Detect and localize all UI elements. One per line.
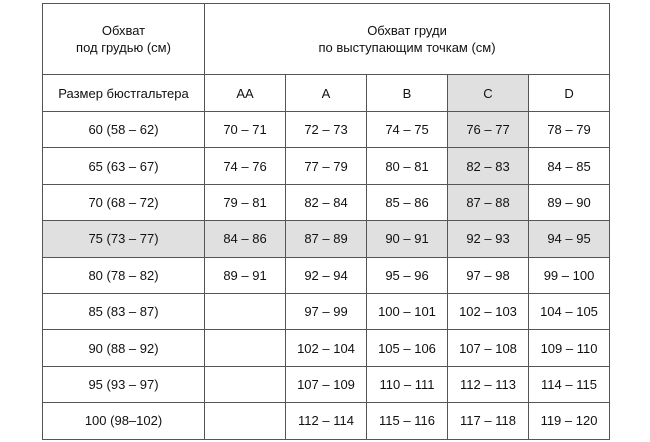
size-cell: 90 (88 – 92): [42, 329, 205, 367]
size-cell: 100 (98–102): [42, 402, 205, 440]
bust-range-cell: 104 – 105: [527, 292, 611, 331]
bust-range-cell: 119 – 120: [527, 402, 611, 440]
bust-range-cell: 90 – 91: [366, 220, 448, 258]
cup-header-c: C: [447, 74, 529, 112]
bust-range-cell: 102 – 103: [447, 292, 529, 331]
cup-header-d: D: [527, 74, 611, 112]
bust-range-cell: 114 – 115: [527, 365, 611, 404]
bust-range-cell: 92 – 94: [285, 256, 367, 294]
bust-range-cell: [204, 292, 286, 331]
cup-header-a: A: [285, 74, 367, 112]
cup-header-b: B: [366, 74, 448, 112]
underbust-header: Обхват под грудью (см): [42, 3, 205, 75]
bust-range-cell: 97 – 99: [285, 292, 367, 331]
bust-range-cell: 89 – 90: [527, 183, 611, 222]
bust-range-cell: 89 – 91: [204, 256, 286, 294]
table-row: 80 (78 – 82) 89 – 91 92 – 94 95 – 96 97 – 98…: [42, 256, 611, 294]
size-cell: 70 (68 – 72): [42, 183, 205, 222]
size-cell: 75 (73 – 77): [42, 220, 205, 258]
bust-range-cell: 72 – 73: [285, 110, 367, 149]
cup-header-aa: AA: [204, 74, 286, 112]
bust-range-cell: 107 – 108: [447, 329, 529, 367]
bust-range-cell: [204, 402, 286, 440]
bust-range-cell: 115 – 116: [366, 402, 448, 440]
bust-range-cell: 74 – 76: [204, 147, 286, 185]
bust-range-cell: 79 – 81: [204, 183, 286, 222]
bust-header-line1: Обхват груди: [367, 23, 447, 38]
bust-range-cell: 105 – 106: [366, 329, 448, 367]
table-row: 90 (88 – 92) 102 – 104 105 – 106 107 – 108 1…: [42, 329, 611, 367]
underbust-header-line2: под грудью (см): [76, 40, 171, 55]
underbust-header-line1: Обхват: [101, 23, 146, 38]
size-label-header: Размер бюстгальтера: [42, 74, 205, 112]
bust-range-cell: 76 – 77: [447, 110, 529, 149]
bust-range-cell: 117 – 118: [447, 402, 529, 440]
bust-range-cell: 85 – 86: [366, 183, 448, 222]
bust-range-cell: 74 – 75: [366, 110, 448, 149]
table-row: 100 (98–102) 112 – 114 115 – 116 117 – 118 1…: [42, 402, 611, 440]
bust-range-cell: 94 – 95: [527, 220, 611, 258]
bust-range-cell: [204, 365, 286, 404]
bust-range-cell: 87 – 89: [285, 220, 367, 258]
bust-range-cell: 107 – 109: [285, 365, 367, 404]
bust-range-cell: 97 – 98: [447, 256, 529, 294]
bust-range-cell: 100 – 101: [366, 292, 448, 331]
bust-range-cell: 99 – 100: [527, 256, 611, 294]
bust-range-cell: 84 – 86: [204, 220, 286, 258]
bust-range-cell: 80 – 81: [366, 147, 448, 185]
bust-range-cell: 110 – 111: [366, 365, 448, 404]
bust-range-cell: 112 – 113: [447, 365, 529, 404]
size-cell: 85 (83 – 87): [42, 292, 205, 331]
bust-range-cell: 84 – 85: [527, 147, 611, 185]
table-row: 65 (63 – 67) 74 – 76 77 – 79 80 – 81 82 – 83…: [42, 147, 611, 185]
bust-range-cell: 77 – 79: [285, 147, 367, 185]
size-cell: 80 (78 – 82): [42, 256, 205, 294]
bust-range-cell: 112 – 114: [285, 402, 367, 440]
table-row: 70 (68 – 72) 79 – 81 82 – 84 85 – 86 87 – 88…: [42, 183, 611, 222]
bust-header: Обхват груди по выступающим точкам (см): [203, 3, 611, 75]
bust-range-cell: 95 – 96: [366, 256, 448, 294]
bust-range-cell: 92 – 93: [447, 220, 529, 258]
bust-range-cell: 109 – 110: [527, 329, 611, 367]
bust-range-cell: 82 – 84: [285, 183, 367, 222]
bust-header-line2: по выступающим точкам (см): [318, 40, 496, 55]
size-cell: 65 (63 – 67): [42, 147, 205, 185]
size-cell: 95 (93 – 97): [42, 365, 205, 404]
bra-size-table: Обхват под грудью (см) Обхват груди по выс…: [42, 3, 611, 440]
size-cell: 60 (58 – 62): [42, 110, 205, 149]
bust-range-cell: 78 – 79: [527, 110, 611, 149]
table-row: 95 (93 – 97) 107 – 109 110 – 111 112 – 113 1…: [42, 365, 611, 404]
bust-range-cell: 102 – 104: [285, 329, 367, 367]
bust-range-cell: 70 – 71: [204, 110, 286, 149]
table-row: 85 (83 – 87) 97 – 99 100 – 101 102 – 103 104…: [42, 292, 611, 331]
bust-range-cell: [204, 329, 286, 367]
bust-range-cell: 87 – 88: [447, 183, 529, 222]
bust-range-cell: 82 – 83: [447, 147, 529, 185]
table-row: 60 (58 – 62) 70 – 71 72 – 73 74 – 75 76 – 77…: [42, 110, 611, 149]
table-row: 75 (73 – 77) 84 – 86 87 – 89 90 – 91 92 – 93…: [42, 220, 611, 258]
